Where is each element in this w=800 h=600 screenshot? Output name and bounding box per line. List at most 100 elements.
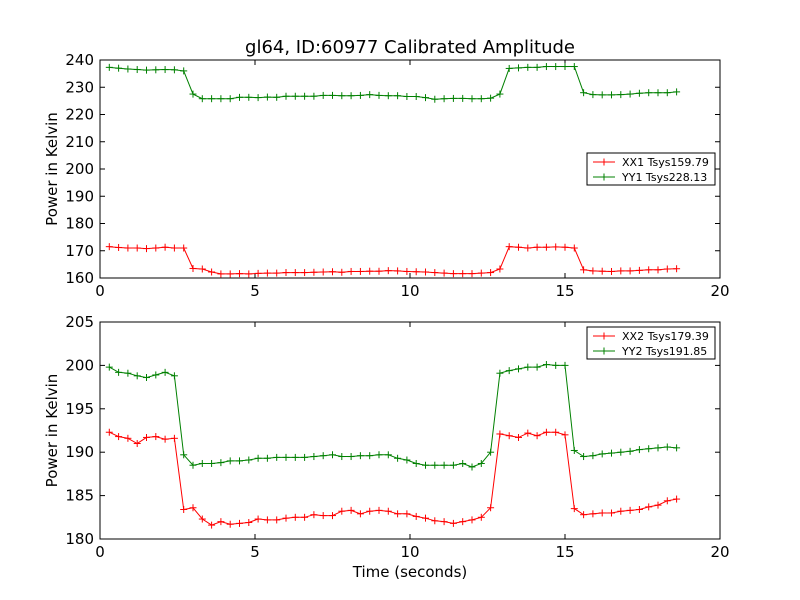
data-point	[217, 270, 225, 278]
data-point	[626, 447, 634, 455]
data-point	[105, 363, 113, 371]
data-point	[515, 243, 522, 251]
data-point	[254, 94, 262, 102]
data-point	[273, 269, 281, 277]
data-point	[524, 429, 532, 437]
y-tick-label: 200	[65, 356, 94, 374]
x-tick-label: 15	[555, 543, 574, 561]
legend-entry: YY2 Tsys191.85	[593, 345, 707, 358]
data-point	[505, 432, 513, 440]
data-point	[542, 63, 550, 71]
data-point	[496, 430, 504, 438]
data-point	[422, 514, 429, 522]
data-point	[459, 518, 467, 526]
data-point	[217, 518, 225, 526]
data-point	[645, 503, 653, 511]
data-point	[487, 504, 495, 512]
data-point	[310, 453, 318, 461]
data-point	[245, 93, 253, 101]
y-tick-label: 195	[65, 400, 94, 418]
data-point	[608, 509, 615, 517]
data-point	[282, 514, 290, 522]
data-point	[356, 91, 364, 99]
data-point	[561, 63, 569, 71]
data-point	[115, 433, 123, 441]
data-point	[654, 89, 662, 97]
data-point	[533, 432, 541, 440]
legend-label: XX2 Tsys179.39	[622, 330, 709, 343]
data-point	[394, 510, 402, 518]
data-point	[115, 243, 123, 251]
chart-title: gl64, ID:60977 Calibrated Amplitude	[245, 37, 575, 58]
data-point	[263, 269, 271, 277]
data-point	[347, 267, 355, 275]
data-point	[189, 461, 197, 469]
data-point	[143, 66, 150, 74]
y-tick-label: 240	[65, 51, 94, 69]
data-point	[645, 89, 653, 97]
data-point	[356, 510, 364, 518]
data-point	[133, 66, 141, 74]
data-point	[422, 268, 429, 276]
data-point	[291, 453, 299, 461]
data-point	[487, 269, 495, 277]
x-tick-label: 20	[710, 543, 729, 561]
data-point	[673, 265, 681, 273]
data-point	[598, 450, 606, 458]
data-point	[170, 66, 178, 74]
data-point	[468, 270, 476, 278]
data-point	[673, 88, 681, 96]
data-point	[449, 461, 457, 469]
data-point	[505, 243, 513, 251]
data-point	[152, 244, 160, 252]
top-axes: 0 5 10 15 20 160 170 180 190 200 210 220 230 240 Power…	[43, 51, 730, 300]
data-point	[143, 433, 150, 441]
data-point	[105, 428, 113, 436]
legend-label: XX1 Tsys159.79	[622, 156, 709, 169]
data-point	[338, 92, 346, 100]
data-point	[356, 452, 364, 460]
data-point	[236, 93, 243, 101]
data-point	[236, 457, 243, 465]
data-point	[245, 456, 253, 464]
data-point	[542, 361, 550, 369]
data-point	[431, 517, 439, 525]
data-point	[608, 449, 615, 457]
data-point	[180, 505, 188, 513]
data-point	[477, 513, 485, 521]
data-point	[524, 63, 532, 71]
y-axis-label: Power in Kelvin	[43, 374, 61, 488]
x-tick-label: 10	[400, 282, 419, 300]
data-point	[663, 89, 671, 97]
data-point	[580, 453, 588, 461]
data-point	[338, 268, 346, 276]
data-point	[635, 446, 643, 454]
data-point	[505, 367, 513, 375]
data-point	[394, 454, 402, 462]
data-point	[552, 63, 560, 71]
data-point	[282, 92, 290, 100]
data-point	[663, 265, 671, 273]
data-point	[449, 519, 457, 527]
data-point	[152, 66, 160, 74]
data-point	[580, 266, 588, 274]
data-point	[635, 266, 643, 274]
data-point	[301, 453, 309, 461]
data-point	[180, 67, 188, 75]
data-point	[459, 270, 467, 278]
data-point	[301, 513, 309, 521]
data-point	[329, 268, 336, 276]
data-point	[552, 243, 560, 251]
data-point	[477, 459, 485, 467]
data-point	[198, 515, 206, 523]
data-point	[496, 90, 504, 98]
data-point	[608, 91, 615, 99]
data-point	[403, 456, 411, 464]
data-point	[254, 269, 262, 277]
data-point	[115, 64, 123, 72]
legend-entry: XX1 Tsys159.79	[593, 156, 709, 169]
data-point	[105, 63, 113, 71]
y-tick-label: 170	[65, 242, 94, 260]
data-point	[236, 519, 243, 527]
